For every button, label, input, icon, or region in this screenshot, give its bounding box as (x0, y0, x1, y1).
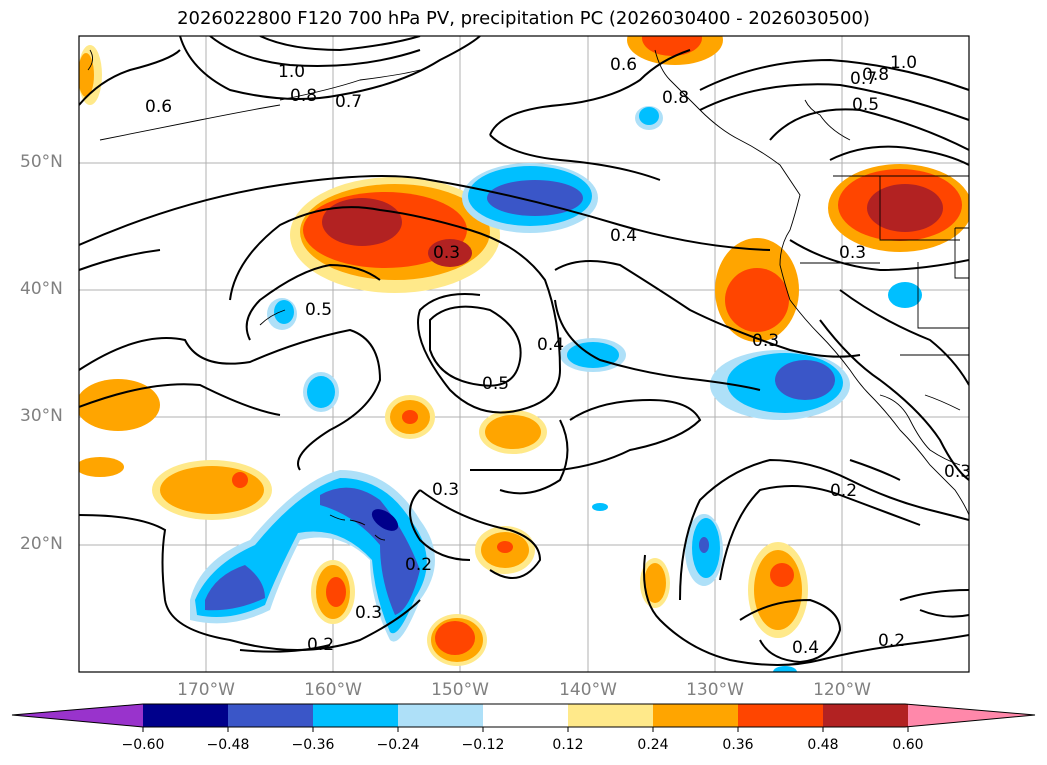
contour-label: 0.2 (878, 631, 905, 651)
colorbar-segment (738, 704, 824, 727)
lat-label: 40°N (20, 279, 63, 299)
colorbar-segment (568, 704, 654, 727)
contour-label: 0.3 (432, 480, 459, 500)
colorbar-tick-label: 0.36 (722, 737, 754, 753)
contour-label: 0.2 (830, 481, 857, 501)
colorbar-tick-label: 0.48 (807, 737, 839, 753)
lon-label: 150°W (431, 680, 489, 700)
colorbar-segment (143, 704, 229, 727)
colorbar-tick-label: −0.48 (206, 737, 250, 753)
pv-contours (79, 36, 969, 666)
lon-label: 170°W (177, 680, 235, 700)
lon-label: 120°W (813, 680, 871, 700)
contour-label: 0.2 (405, 555, 432, 575)
contour-labels: 1.0 0.8 0.7 0.6 0.6 0.8 1.0 0.8 0.7 0.5 … (145, 53, 971, 658)
negative-anomaly-shading (190, 106, 922, 672)
colorbar-segment (653, 704, 739, 727)
colorbar-segment (398, 704, 484, 727)
lon-label: 130°W (686, 680, 744, 700)
colorbar-tick-label: −0.24 (376, 737, 420, 753)
contour-label: 0.7 (850, 69, 877, 89)
colorbar-tick-label: 0.60 (892, 737, 924, 753)
lat-label: 20°N (20, 534, 63, 554)
contour-label: 0.5 (482, 374, 509, 394)
contour-label: 0.2 (307, 635, 334, 655)
colorbar-segment (228, 704, 314, 727)
colorbar-extend-low (12, 704, 143, 727)
contour-label: 0.4 (610, 226, 637, 246)
contour-label: 0.3 (752, 331, 779, 351)
contour-label: 0.4 (537, 335, 564, 355)
contour-label: 0.8 (862, 65, 889, 85)
positive-anomaly-shading (79, 36, 969, 666)
contour-label: 0.5 (305, 300, 332, 320)
contour-label: 0.3 (433, 243, 460, 263)
colorbar-tick-label: −0.36 (291, 737, 335, 753)
contour-label: 0.6 (145, 97, 172, 117)
lon-label: 140°W (559, 680, 617, 700)
contour-label: 0.7 (335, 92, 362, 112)
contour-label: 1.0 (278, 62, 305, 82)
contour-label: 0.3 (839, 243, 866, 263)
contour-label: 0.4 (792, 638, 819, 658)
contour-label: 0.3 (355, 603, 382, 623)
colorbar-segment (483, 704, 569, 727)
colorbar-tick-label: −0.12 (461, 737, 505, 753)
colorbar-tick-label: 0.12 (552, 737, 584, 753)
contour-label: 0.6 (610, 55, 637, 75)
coastlines (87, 49, 969, 541)
colorbar-tick-label: 0.24 (637, 737, 669, 753)
map-title: 2026022800 F120 700 hPa PV, precipitatio… (177, 8, 870, 29)
lat-label: 30°N (20, 406, 63, 426)
colorbar-segment (823, 704, 909, 727)
colorbar-tick-label: −0.60 (121, 737, 165, 753)
lon-label: 160°W (304, 680, 362, 700)
colorbar-segment (313, 704, 399, 727)
contour-label: 0.3 (944, 462, 971, 482)
contour-label: 1.0 (890, 53, 917, 73)
colorbar-extend-high (908, 704, 1035, 727)
map-panel: 1.0 0.8 0.7 0.6 0.6 0.8 1.0 0.8 0.7 0.5 … (78, 35, 971, 673)
contour-label: 0.5 (852, 95, 879, 115)
contour-label: 0.8 (662, 88, 689, 108)
contour-label: 0.8 (290, 86, 317, 106)
lat-label: 50°N (20, 152, 63, 172)
